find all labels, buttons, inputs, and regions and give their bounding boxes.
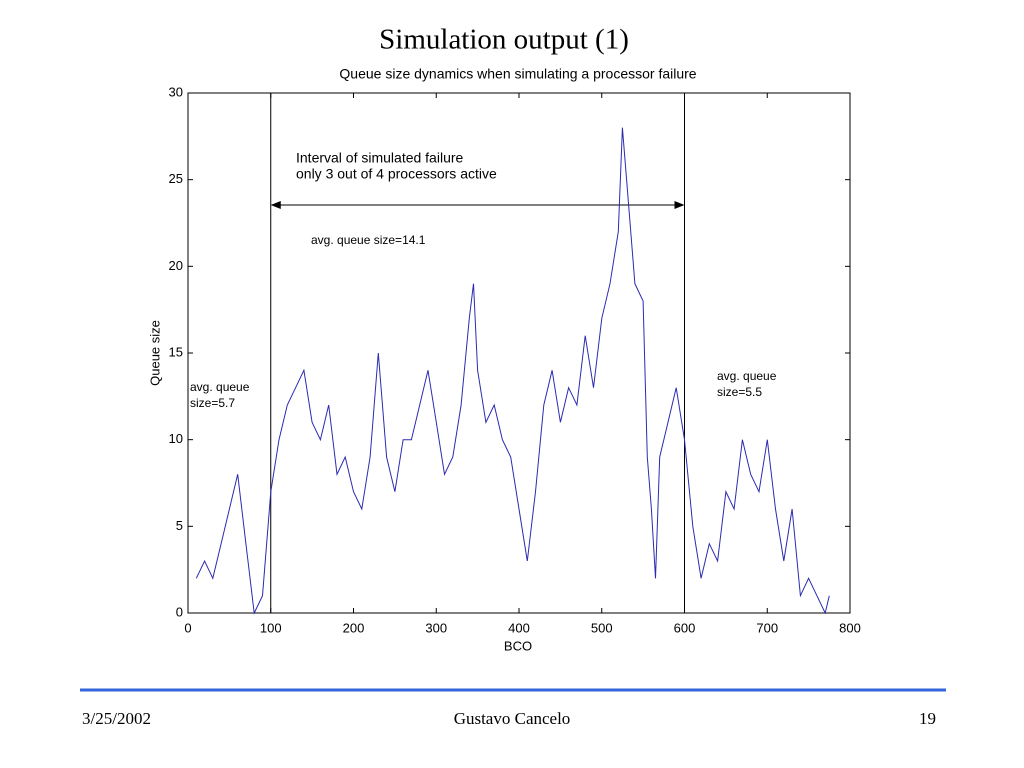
x-tick-label: 600 xyxy=(674,620,696,635)
x-tick-label: 500 xyxy=(591,620,613,635)
y-tick-label: 30 xyxy=(169,84,183,99)
footer-date: 3/25/2002 xyxy=(82,709,151,728)
y-axis-label: Queue size xyxy=(147,320,162,386)
annotation: size=5.5 xyxy=(717,385,762,399)
annotation: avg. queue xyxy=(717,369,777,383)
footer-author: Gustavo Cancelo xyxy=(454,709,571,728)
x-tick-label: 200 xyxy=(343,620,365,635)
y-tick-label: 20 xyxy=(169,258,183,273)
x-tick-label: 300 xyxy=(425,620,447,635)
plot-frame xyxy=(187,92,851,614)
y-tick-label: 5 xyxy=(176,518,183,533)
x-axis-label: BCO xyxy=(504,638,532,653)
x-tick-label: 800 xyxy=(839,620,861,635)
annotation: avg. queue size=14.1 xyxy=(311,233,426,247)
data-line xyxy=(195,127,830,615)
slide-title: Simulation output (1) xyxy=(379,24,629,56)
y-tick-label: 10 xyxy=(169,431,183,446)
x-tick-label: 100 xyxy=(260,620,282,635)
footer-page: 19 xyxy=(919,709,936,728)
chart-title: Queue size dynamics when simulating a pr… xyxy=(339,66,696,82)
y-tick-label: 0 xyxy=(176,604,183,619)
annotation: Interval of simulated failure xyxy=(296,150,464,166)
x-tick-label: 0 xyxy=(184,620,191,635)
annotation: size=5.7 xyxy=(190,396,235,410)
annotation: only 3 out of 4 processors active xyxy=(296,166,497,182)
annotation: avg. queue xyxy=(190,380,250,394)
x-tick-label: 700 xyxy=(756,620,778,635)
x-tick-label: 400 xyxy=(508,620,530,635)
y-tick-label: 25 xyxy=(169,171,183,186)
y-tick-label: 15 xyxy=(169,344,183,359)
